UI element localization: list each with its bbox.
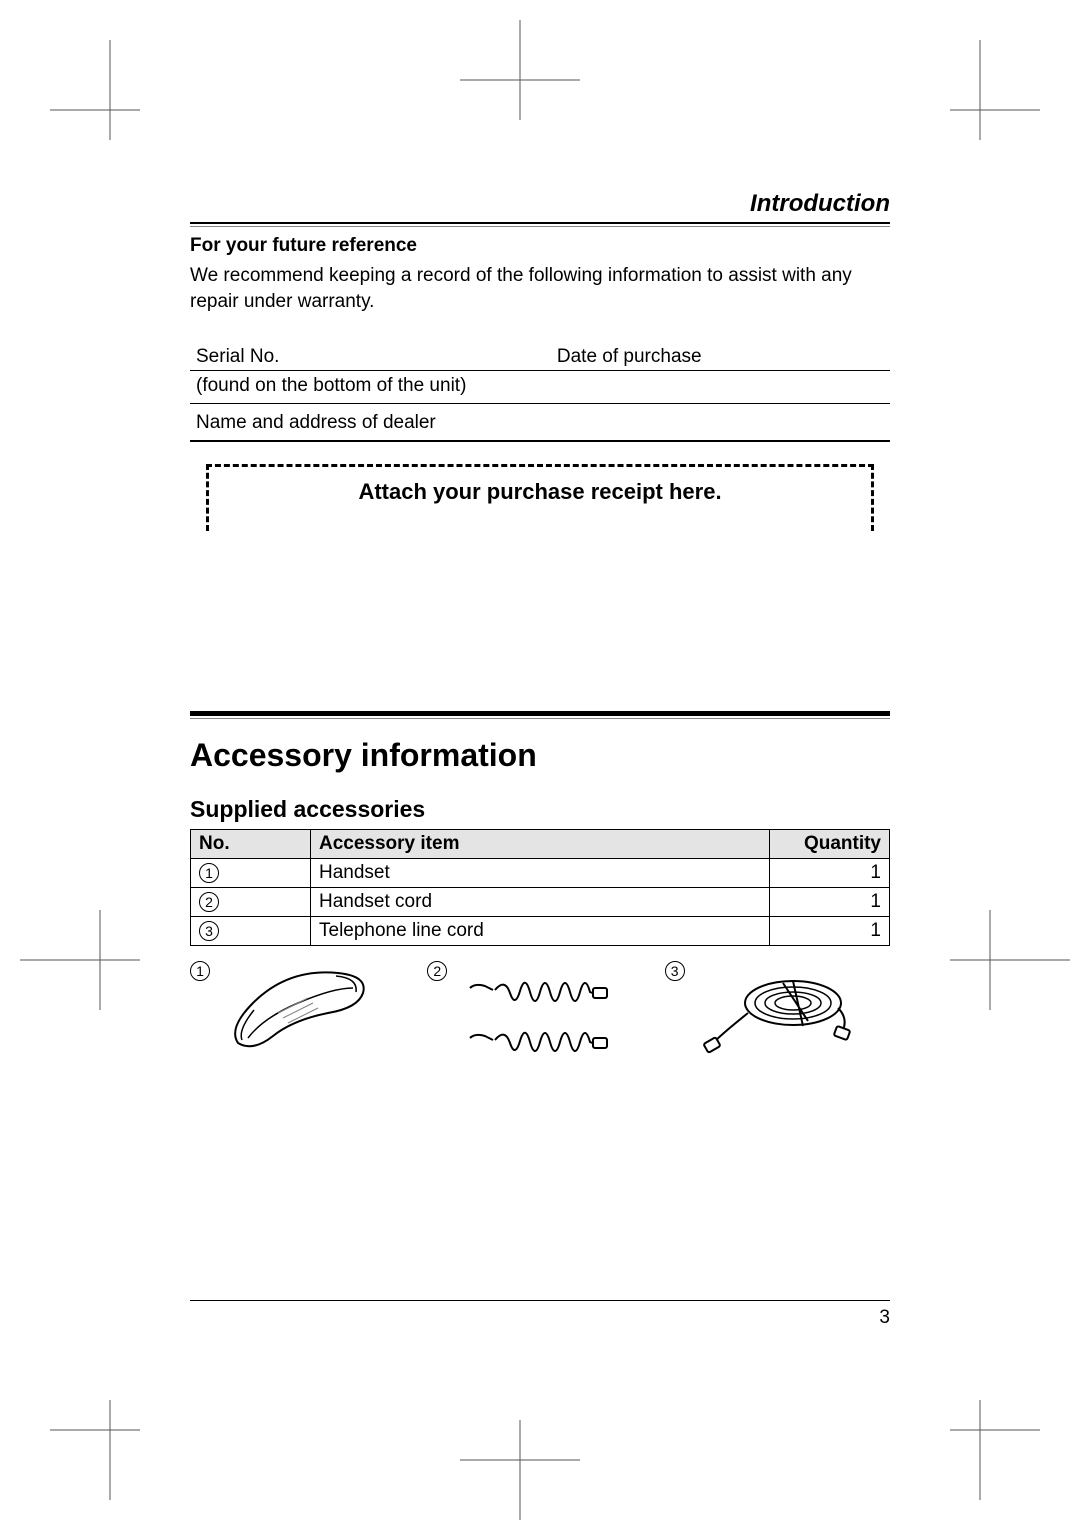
col-item: Accessory item	[311, 830, 770, 859]
row-qty-1: 1	[770, 859, 890, 888]
crop-mark-tr	[920, 40, 1040, 140]
row-item-3: Telephone line cord	[311, 917, 770, 946]
row-no-2: 2	[199, 892, 219, 912]
receipt-text: Attach your purchase receipt here.	[358, 479, 721, 504]
table-header-row: No. Accessory item Quantity	[191, 830, 890, 859]
crop-mark-ml	[20, 910, 140, 1010]
accessory-subheading: Supplied accessories	[190, 796, 890, 823]
serial-note: (found on the bottom of the unit)	[190, 371, 890, 404]
page-number: 3	[190, 1300, 890, 1329]
illus-label-3: 3	[665, 961, 685, 981]
date-label: Date of purchase	[557, 346, 890, 368]
row-item-2: Handset cord	[311, 888, 770, 917]
section-title: Introduction	[190, 190, 890, 224]
line-cord-icon	[693, 958, 853, 1058]
illus-label-1: 1	[190, 961, 210, 981]
table-row: 2 Handset cord 1	[191, 888, 890, 917]
accessories-table: No. Accessory item Quantity 1 Handset 1 …	[190, 829, 890, 946]
col-no: No.	[191, 830, 311, 859]
row-item-1: Handset	[311, 859, 770, 888]
receipt-box: Attach your purchase receipt here.	[206, 464, 874, 531]
crop-mark-tc	[460, 20, 580, 120]
table-row: 1 Handset 1	[191, 859, 890, 888]
rule-thin	[190, 226, 890, 227]
reference-subhead: For your future reference	[190, 235, 890, 257]
crop-mark-br	[920, 1400, 1040, 1500]
accessory-heading: Accessory information	[190, 737, 890, 774]
crop-mark-bc	[460, 1420, 580, 1520]
reference-info-block: Serial No. Date of purchase (found on th…	[190, 342, 890, 442]
illus-handset-cord: 2	[427, 958, 652, 1058]
handset-icon	[218, 958, 378, 1058]
crop-mark-tl	[50, 40, 170, 140]
dealer-label: Name and address of dealer	[190, 404, 890, 440]
table-row: 3 Telephone line cord 1	[191, 917, 890, 946]
row-no-3: 3	[199, 921, 219, 941]
row-no-1: 1	[199, 863, 219, 883]
crop-mark-mr	[950, 910, 1070, 1010]
page-content: Introduction For your future reference W…	[190, 190, 890, 1058]
illus-handset: 1	[190, 958, 415, 1058]
rule-thin-2	[190, 718, 890, 719]
reference-body: We recommend keeping a record of the fol…	[190, 263, 890, 314]
crop-mark-bl	[50, 1400, 170, 1500]
reference-row-serial-date: Serial No. Date of purchase	[190, 342, 890, 371]
illus-label-2: 2	[427, 961, 447, 981]
row-qty-2: 1	[770, 888, 890, 917]
handset-cord-icon	[455, 958, 615, 1058]
serial-label: Serial No.	[196, 346, 557, 368]
row-qty-3: 1	[770, 917, 890, 946]
col-qty: Quantity	[770, 830, 890, 859]
illustrations-row: 1 2 3	[190, 958, 890, 1058]
illus-line-cord: 3	[665, 958, 890, 1058]
rule-thick	[190, 711, 890, 716]
